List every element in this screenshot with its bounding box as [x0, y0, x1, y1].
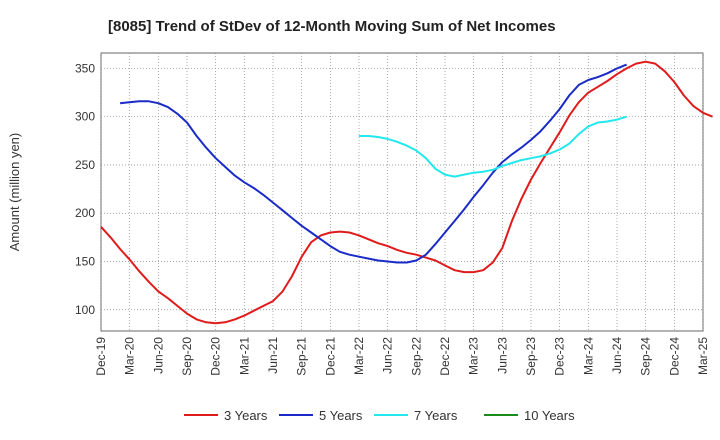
series-line-7-years: [359, 115, 627, 178]
legend-label: 3 Years: [224, 408, 268, 423]
x-tick-label: Mar-22: [352, 337, 366, 375]
y-tick-label: 350: [75, 61, 95, 75]
x-tick-label: Mar-20: [123, 337, 137, 375]
legend: 3 Years 5 Years 7 Years 10 Years: [184, 408, 575, 423]
y-tick-label: 200: [75, 206, 95, 220]
x-tick-label: Sep-23: [524, 337, 538, 376]
x-tick-label: Jun-23: [495, 337, 509, 374]
x-tick-label: Jun-22: [381, 337, 395, 374]
x-tick-label: Mar-25: [696, 337, 710, 375]
legend-item-5-years: 5 Years: [279, 408, 363, 423]
x-tick-label: Jun-21: [266, 337, 280, 374]
x-tick-label: Sep-24: [639, 337, 653, 376]
x-tick-label: Dec-20: [209, 337, 223, 376]
x-tick-label: Jun-24: [610, 337, 624, 374]
y-tick-label: 300: [75, 110, 95, 124]
x-tick-label: Mar-21: [237, 337, 251, 375]
legend-item-10-years: 10 Years: [484, 408, 575, 423]
grid-lines: [100, 53, 704, 331]
y-tick-label: 150: [75, 255, 95, 269]
series-line-3-years: [100, 60, 713, 325]
legend-label: 5 Years: [319, 408, 363, 423]
legend-label: 7 Years: [414, 408, 458, 423]
y-axis-label: Amount (million yen): [7, 133, 22, 252]
series-line-5-years: [119, 63, 627, 264]
x-tick-label: Jun-20: [151, 337, 165, 374]
legend-item-3-years: 3 Years: [184, 408, 268, 423]
x-tick-label: Dec-19: [94, 337, 108, 376]
x-tick-label: Sep-20: [180, 337, 194, 376]
legend-label: 10 Years: [524, 408, 575, 423]
plot-frame: [100, 52, 704, 332]
chart-title: [8085] Trend of StDev of 12-Month Moving…: [108, 18, 556, 35]
legend-item-7-years: 7 Years: [374, 408, 458, 423]
y-tick-label: 100: [75, 303, 95, 317]
y-tick-label: 250: [75, 158, 95, 172]
series-lines: [100, 60, 713, 325]
plot-area: [100, 52, 704, 332]
x-tick-label: Sep-21: [295, 337, 309, 376]
x-tick-label: Sep-22: [409, 337, 423, 376]
y-axis-ticks: 100 150 200 250 300 350: [75, 61, 95, 316]
x-tick-label: Mar-23: [467, 337, 481, 375]
x-tick-label: Mar-24: [581, 337, 595, 375]
x-axis-ticks: Dec-19 Mar-20 Jun-20 Sep-20 Dec-20 Mar-21 Jun-…: [94, 337, 710, 376]
x-tick-label: Dec-23: [553, 337, 567, 376]
x-tick-label: Dec-22: [438, 337, 452, 376]
x-tick-label: Dec-21: [323, 337, 337, 376]
x-tick-label: Dec-24: [667, 337, 681, 376]
